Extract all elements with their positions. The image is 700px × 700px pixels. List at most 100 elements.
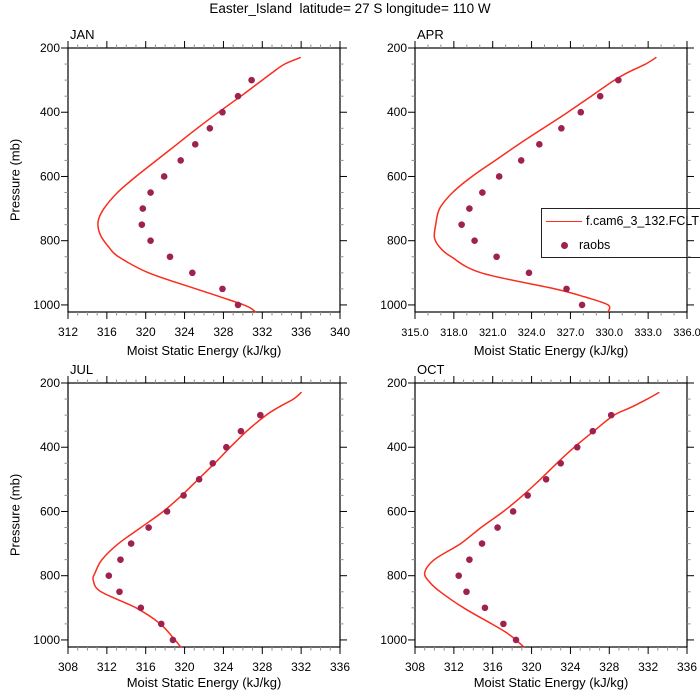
y-tick-label: 600 — [387, 169, 407, 183]
obs-point — [479, 189, 486, 196]
y-ticks: 200 400 600 800 1000 — [380, 376, 694, 647]
legend-entry-obs: raobs — [542, 233, 700, 257]
legend-obs-label: raobs — [579, 238, 611, 252]
obs-point — [463, 588, 470, 596]
obs-point — [147, 189, 154, 196]
x-tick-label: 312 — [58, 325, 78, 339]
obs-point — [494, 524, 501, 531]
obs-point — [219, 108, 226, 116]
obs-point — [180, 492, 187, 499]
obs-point — [607, 411, 615, 419]
y-tick-label: 800 — [387, 234, 407, 248]
obs-point — [234, 301, 242, 309]
obs-point — [209, 459, 217, 467]
y-tick-label: 1000 — [380, 298, 407, 312]
obs-point — [160, 173, 168, 180]
obs-point — [512, 636, 520, 644]
legend-line-sample — [546, 220, 582, 222]
x-ticks: 312 316 320 324 328 332 336 340 — [58, 41, 350, 339]
x-axis-title: Moist Static Energy (kJ/kg) — [473, 343, 629, 358]
plot-frame — [67, 382, 341, 648]
x-tick-label: 318.0 — [440, 327, 468, 339]
obs-point — [573, 443, 581, 451]
y-tick-label: 200 — [40, 376, 60, 390]
x-tick-label: 332 — [638, 660, 658, 674]
obs-point — [248, 76, 255, 84]
x-tick-label: 316 — [483, 660, 503, 674]
y-tick-label: 200 — [40, 41, 60, 55]
y-tick-label: 800 — [40, 234, 60, 248]
obs-point — [577, 108, 585, 116]
x-tick-label: 336 — [291, 325, 311, 339]
x-tick-label: 340 — [330, 325, 350, 339]
y-tick-label: 1000 — [33, 633, 60, 647]
x-tick-label: 324 — [560, 660, 580, 674]
obs-point — [455, 572, 463, 580]
x-tick-label: 320 — [175, 660, 195, 674]
obs-point — [234, 92, 242, 100]
y-tick-label: 1000 — [33, 298, 60, 312]
obs-point — [495, 173, 503, 180]
obs-point — [524, 492, 531, 499]
x-tick-label: 336 — [677, 660, 697, 674]
x-axis-title: Moist Static Energy (kJ/kg) — [126, 675, 282, 690]
x-tick-label: 336.0 — [673, 327, 700, 339]
x-tick-label: 328 — [252, 660, 272, 674]
obs-point — [589, 427, 597, 435]
x-tick-label: 316 — [97, 325, 117, 339]
obs-point — [525, 269, 533, 277]
legend-entry-model: f.cam6_3_132.FCLT — [542, 209, 700, 233]
legend: f.cam6_3_132.FCLT raobs — [541, 208, 700, 258]
legend-model-label: f.cam6_3_132.FCLT — [586, 214, 700, 228]
y-ticks: 200 400 600 800 1000 — [33, 376, 347, 647]
x-axis-title: Moist Static Energy (kJ/kg) — [126, 343, 282, 358]
x-tick-label: 321.0 — [479, 327, 507, 339]
obs-point — [466, 205, 473, 212]
y-axis-title: Pressure (mb) — [7, 473, 23, 557]
x-tick-label: 324 — [213, 660, 233, 674]
y-tick-label: 400 — [40, 440, 60, 454]
plot-frame — [67, 47, 341, 313]
panel-apr: 315.0 318.0 321.0 324.0 327.0 330.0 333.0 336.0… — [380, 41, 700, 339]
panel-jul: 308 312 316 320 324 328 332 336 200 400 600 800 1000 — [33, 376, 350, 674]
x-tick-label: 328 — [213, 325, 233, 339]
y-tick-label: 800 — [387, 569, 407, 583]
obs-point — [237, 427, 245, 435]
obs-point — [138, 221, 146, 228]
obs-point — [557, 459, 565, 467]
obs-point — [177, 157, 184, 164]
y-tick-label: 400 — [387, 440, 407, 454]
obs-point — [471, 237, 478, 245]
obs-point — [481, 604, 489, 612]
obs-point — [478, 540, 486, 547]
obs-point — [206, 124, 214, 132]
x-ticks: 315.0 318.0 321.0 324.0 327.0 330.0 333.0 336.0 — [401, 41, 700, 339]
obs-point — [563, 285, 570, 293]
y-tick-label: 1000 — [380, 633, 407, 647]
obs-point — [191, 141, 199, 148]
plot-frame — [414, 382, 688, 648]
x-tick-label: 327.0 — [557, 327, 585, 339]
y-tick-label: 600 — [387, 504, 407, 518]
x-tick-label: 312 — [97, 660, 117, 674]
model-line — [92, 391, 302, 648]
obs-point — [169, 636, 177, 644]
legend-dot-icon — [561, 241, 568, 249]
x-tick-label: 328 — [599, 660, 619, 674]
obs-point — [195, 476, 203, 483]
x-tick-label: 312 — [444, 660, 464, 674]
x-tick-label: 308 — [58, 660, 78, 674]
y-tick-label: 600 — [40, 169, 60, 183]
obs-point — [189, 269, 196, 277]
x-ticks: 308 312 316 320 324 328 332 336 — [58, 376, 350, 674]
x-tick-label: 336 — [330, 660, 350, 674]
y-tick-label: 600 — [40, 504, 60, 518]
x-axis-title: Moist Static Energy (kJ/kg) — [473, 675, 629, 690]
x-tick-label: 320 — [522, 660, 542, 674]
obs-point — [163, 508, 171, 515]
y-axis-title: Pressure (mb) — [7, 138, 23, 222]
x-tick-label: 308 — [405, 660, 425, 674]
obs-point — [157, 620, 165, 628]
obs-point — [517, 157, 525, 164]
